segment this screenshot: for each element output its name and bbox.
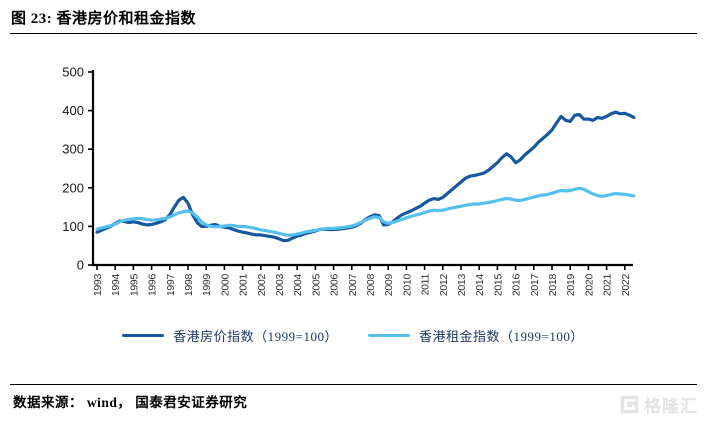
chart-svg: 0 100 200 300 400 500 1993 1994 1995 1996 1997 1998… xyxy=(62,65,636,297)
x-axis-year-label: 1998 xyxy=(183,274,195,297)
x-axis-year-label: 2014 xyxy=(474,274,486,297)
gelonghui-watermark: 格隆汇 xyxy=(619,392,698,417)
house-price-line-swatch xyxy=(122,333,165,338)
x-axis-year-label: 1996 xyxy=(147,274,159,297)
y-axis-tick-label: 300 xyxy=(62,142,84,157)
figure-title: 图 23: 香港房价和租金指数 xyxy=(11,11,196,27)
x-axis-year-label: 2002 xyxy=(256,274,268,297)
legend-item-rent: 香港租金指数（1999=100） xyxy=(368,326,584,345)
x-axis-year-label: 2015 xyxy=(492,274,504,297)
x-axis-year-label: 1997 xyxy=(165,274,177,297)
x-axis-year-label: 2012 xyxy=(438,274,450,297)
footer-divider xyxy=(10,384,697,385)
x-axis-year-label: 1999 xyxy=(201,274,213,297)
x-axis-year-label: 2010 xyxy=(401,274,413,297)
x-axis-year-label: 2013 xyxy=(456,274,468,297)
house-price-legend-label: 香港房价指数（1999=100） xyxy=(173,329,338,344)
x-axis-year-label: 2020 xyxy=(583,274,595,297)
x-axis-year-label: 2008 xyxy=(365,274,377,297)
x-axis-year-label: 1994 xyxy=(110,274,122,297)
x-axis-year-label: 2017 xyxy=(529,274,541,297)
x-axis-year-label: 2006 xyxy=(329,274,341,297)
x-axis-year-label: 2005 xyxy=(310,274,322,297)
x-axis-year-label: 1995 xyxy=(128,274,140,297)
rent-line-swatch xyxy=(368,333,410,338)
gelonghui-logo-icon xyxy=(620,395,639,414)
x-axis-year-label: 2018 xyxy=(547,274,559,297)
y-axis-tick-label: 500 xyxy=(62,65,84,80)
rent-index-line xyxy=(95,186,636,237)
chart-legend: 香港房价指数（1999=100） 香港租金指数（1999=100） xyxy=(0,326,706,345)
x-axis-year-label: 2007 xyxy=(347,274,359,297)
x-axis-year-label: 2000 xyxy=(219,274,231,297)
legend-item-house-price: 香港房价指数（1999=100） xyxy=(122,326,338,345)
x-axis-year-label: 2021 xyxy=(602,274,614,297)
y-axis-tick-label: 200 xyxy=(62,180,84,195)
x-axis-year-label: 2011 xyxy=(420,274,432,296)
y-axis-tick-label: 100 xyxy=(62,219,84,234)
x-axis-year-label: 2004 xyxy=(292,274,304,297)
y-axis-tick-label: 0 xyxy=(77,258,84,273)
data-source-text: 数据来源： wind， 国泰君安证券研究 xyxy=(13,395,248,410)
chart-area: 0 100 200 300 400 500 1993 1994 1995 1996 1997 1998… xyxy=(46,58,646,310)
axis-lines xyxy=(91,70,633,267)
x-axis-year-label: 2016 xyxy=(511,274,523,297)
y-axis-tick-label: 400 xyxy=(62,103,84,118)
x-axis-year-label: 2009 xyxy=(383,274,395,297)
x-axis-year-label: 2001 xyxy=(238,274,250,297)
gelonghui-watermark-text: 格隆汇 xyxy=(644,397,698,416)
x-axis-year-label: 2022 xyxy=(620,274,632,297)
title-divider xyxy=(10,33,697,34)
rent-legend-label: 香港租金指数（1999=100） xyxy=(419,329,584,344)
x-axis-year-label: 2019 xyxy=(565,274,577,297)
x-axis-year-label: 2003 xyxy=(274,274,286,297)
x-axis-year-label: 1993 xyxy=(92,274,104,297)
